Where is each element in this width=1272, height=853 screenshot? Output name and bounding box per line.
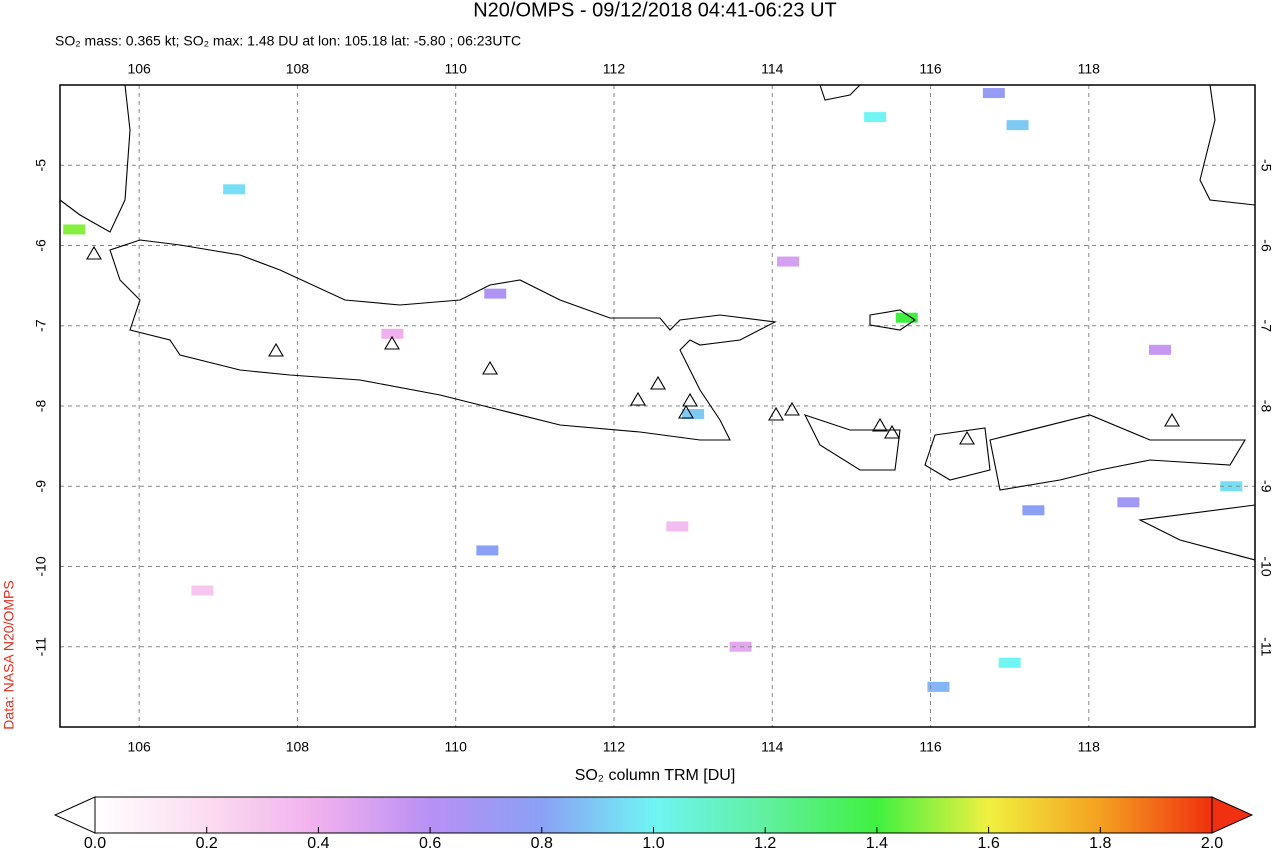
so2-pixel	[927, 681, 950, 692]
x-tick-label: 112	[603, 61, 626, 77]
y-tick-label: -8	[33, 400, 49, 413]
x-tick-label: 110	[445, 61, 468, 77]
x-tick-label: 116	[919, 739, 942, 755]
y-tick-label: -11	[33, 637, 49, 656]
so2-pixel	[666, 521, 689, 532]
x-tick-label: 114	[761, 61, 784, 77]
so2-pixel	[998, 657, 1021, 668]
x-tick-label: 114	[761, 739, 784, 755]
so2-pixel	[191, 585, 214, 596]
colorbar-tick-label: 1.2	[754, 835, 776, 852]
so2-pixel	[1022, 505, 1045, 516]
x-tick-label: 108	[286, 739, 310, 755]
x-tick-label: 110	[445, 739, 468, 755]
so2-pixel	[223, 184, 246, 195]
volcano	[86, 245, 1180, 445]
colorbar-ticks: 0.0 0.2 0.4 0.6 0.8 1.0 1.2 1.4 1.6 1.8 2.0	[84, 827, 1223, 852]
so2-pixel	[895, 312, 918, 323]
x-tick-label: 118	[1078, 739, 1101, 755]
so2-pixel	[484, 288, 507, 299]
x-tick-label: 112	[603, 739, 626, 755]
so2-pixel	[777, 256, 800, 267]
volcanoes	[86, 245, 1180, 445]
colorbar-tick-label: 0.0	[84, 835, 106, 852]
coast-java	[109, 239, 777, 441]
coast-sumbawa	[989, 414, 1246, 491]
y-tick-label: -5	[33, 159, 49, 172]
colorbar-label: SO₂ column TRM [DU]	[575, 767, 736, 784]
y-tick-label: -10	[1258, 556, 1272, 576]
subtitle: SO₂ mass: 0.365 kt; SO₂ max: 1.48 DU at …	[55, 33, 521, 49]
colorbar-tick-label: 0.4	[307, 835, 329, 852]
colorbar-tick-label: 1.0	[642, 835, 664, 852]
y-tick-label: -9	[1258, 480, 1272, 493]
x-tick-label: 106	[127, 61, 151, 77]
title: N20/OMPS - 09/12/2018 04:41-06:23 UT	[473, 0, 837, 21]
y-tick-label: -5	[1258, 159, 1272, 172]
map-frame	[59, 84, 1256, 728]
colorbar-over	[1211, 796, 1254, 834]
y-tick-label: -8	[1258, 400, 1272, 413]
colorbar-tick-label: 0.6	[419, 835, 441, 852]
colorbar-tick-label: 2.0	[1201, 835, 1223, 852]
colorbar-tick-label: 1.4	[866, 835, 888, 852]
coastlines	[60, 85, 1255, 561]
y-tick-label: -6	[33, 239, 49, 252]
so2-pixel	[682, 409, 705, 420]
colorbar-under	[53, 796, 96, 834]
so2-pixel	[1149, 344, 1172, 355]
x-tick-label: 106	[127, 739, 151, 755]
y-tick-label: -11	[1258, 637, 1272, 656]
y-tick-label: -7	[33, 319, 49, 332]
so2-pixel	[864, 112, 887, 123]
colorbar-tick-label: 1.6	[977, 835, 999, 852]
so2-pixel	[381, 328, 404, 339]
so2-pixel	[1117, 497, 1140, 508]
x-tick-label: 108	[286, 61, 310, 77]
y-tick-label: -7	[1258, 320, 1272, 333]
credit: Data: NASA N20/OMPS	[1, 580, 17, 729]
colorbar-tick-label: 0.8	[531, 835, 553, 852]
coast-borneo	[819, 85, 1255, 206]
colorbar-tick-label: 1.8	[1089, 835, 1111, 852]
so2-pixel	[982, 88, 1005, 99]
coast-sumba	[1138, 504, 1255, 561]
so2-pixel	[1006, 120, 1029, 131]
coast-madura	[869, 309, 916, 331]
so2-pixel	[476, 545, 499, 556]
x-tick-label: 116	[919, 61, 942, 77]
colorbar-tick-label: 0.2	[196, 835, 218, 852]
grid	[60, 85, 1255, 727]
x-tick-label: 118	[1078, 61, 1101, 77]
y-tick-label: -9	[33, 480, 49, 493]
y-tick-label: -6	[1258, 239, 1272, 252]
coast-sumatra	[60, 85, 131, 233]
coast-lombok	[924, 427, 991, 481]
so2-pixel	[63, 224, 86, 235]
coast-bali	[803, 414, 901, 471]
y-tick-label: -10	[33, 556, 49, 576]
